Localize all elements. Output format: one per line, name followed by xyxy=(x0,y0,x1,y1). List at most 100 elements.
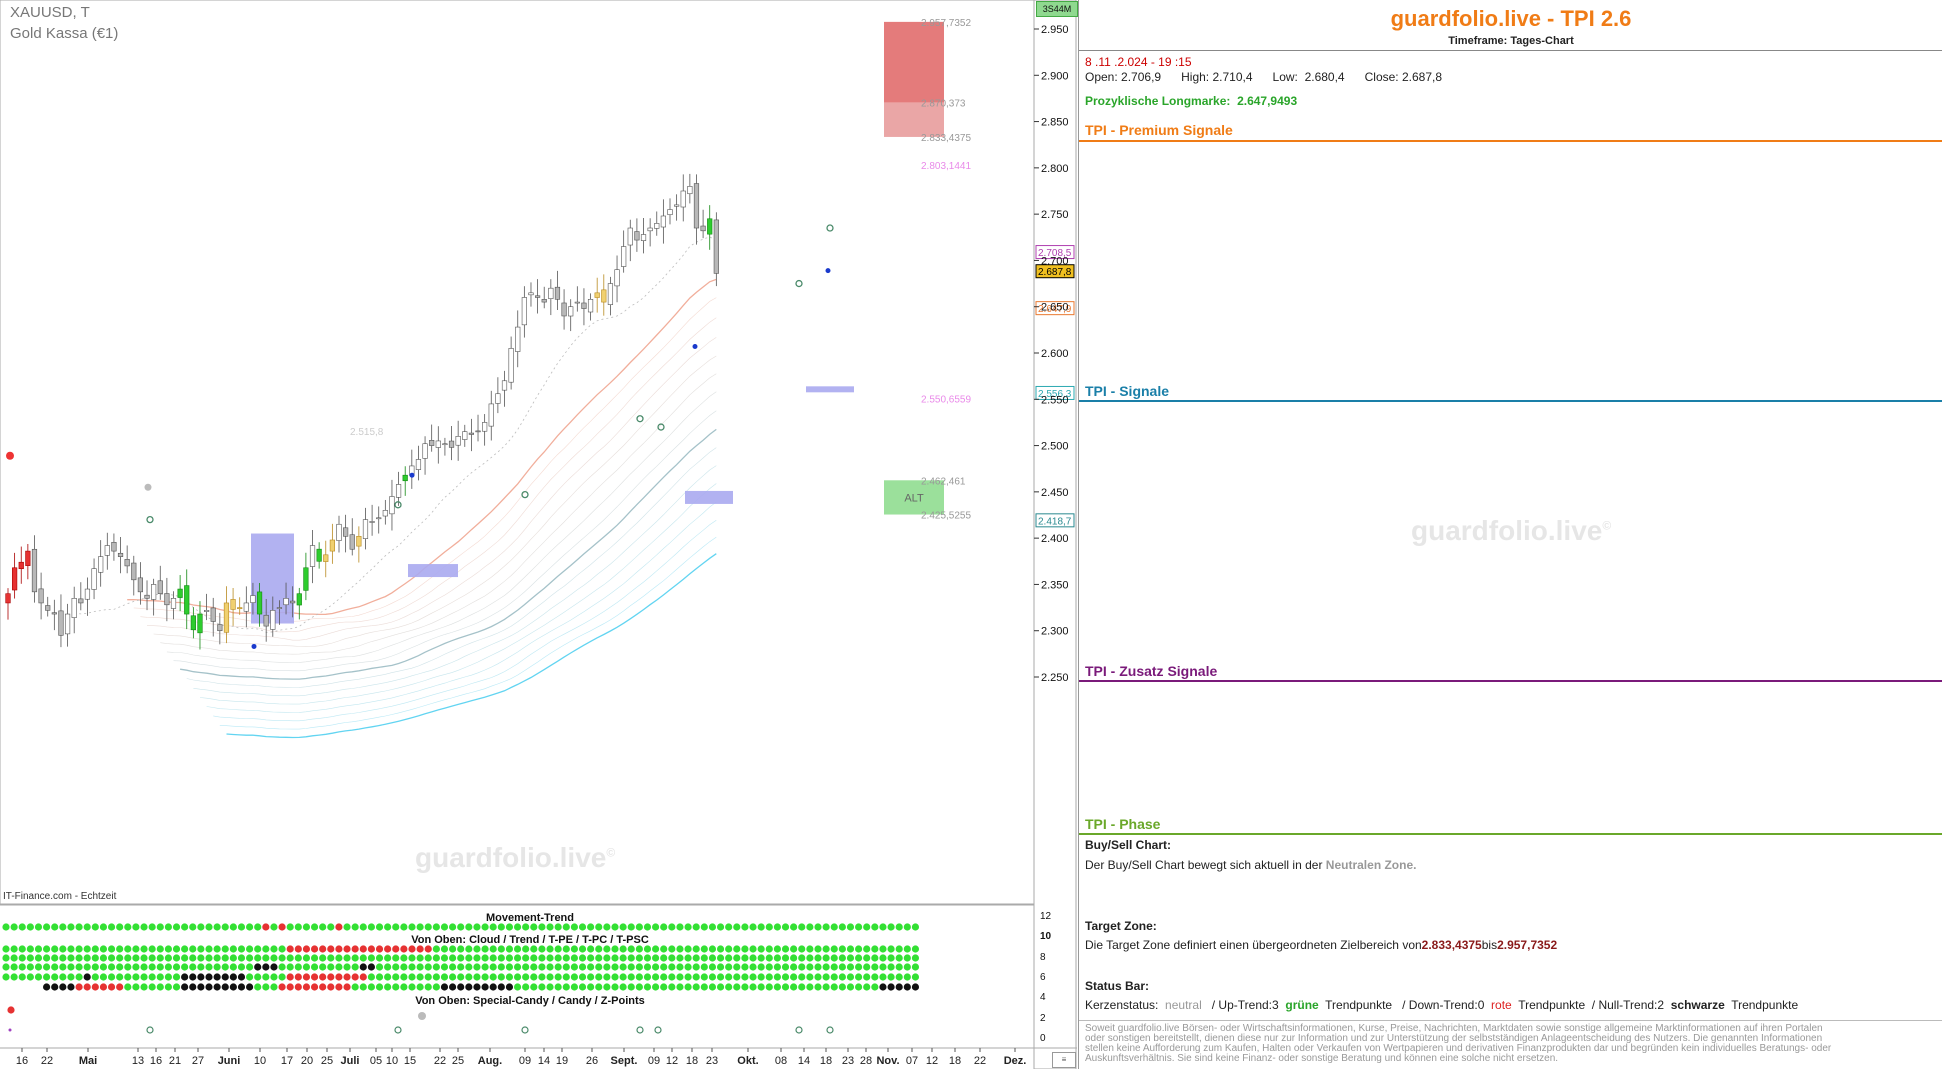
tpsc-dot xyxy=(822,983,830,991)
x-tick-label: Mai xyxy=(79,1055,97,1067)
trend-dot xyxy=(668,954,676,962)
chart-settings-icon[interactable]: ≡ xyxy=(1052,1052,1076,1068)
y-tick-label: 2.850 xyxy=(1041,117,1069,129)
tpsc-dot xyxy=(725,983,733,991)
tpc-dot xyxy=(700,973,708,981)
candle-body xyxy=(184,585,190,615)
candle-body xyxy=(574,301,580,304)
x-tick-label: 14 xyxy=(798,1055,810,1067)
tpsc-dot xyxy=(798,983,806,991)
cloud-dot xyxy=(903,945,911,953)
tpc-dot xyxy=(26,973,34,981)
candle-body xyxy=(45,605,51,611)
tpsc-dot xyxy=(863,983,871,991)
tpe-dot xyxy=(757,963,765,971)
tpc-dot xyxy=(911,973,920,981)
section-premium: TPI - Premium Signale xyxy=(1085,122,1233,138)
cloud-dot xyxy=(124,945,132,953)
candle-body xyxy=(621,246,627,267)
cloud-dot xyxy=(708,945,717,953)
cloud-dot xyxy=(327,945,335,953)
tpsc-dot xyxy=(34,983,43,991)
movement-dot xyxy=(895,923,903,931)
tpsc-dot xyxy=(270,983,278,991)
candle-body xyxy=(660,215,666,228)
tpe-dot xyxy=(107,963,116,971)
cloud-dot xyxy=(635,945,643,953)
tpc-dot xyxy=(408,973,416,981)
ma-band-line xyxy=(199,483,717,705)
tpc-dot xyxy=(343,973,351,981)
x-tick-label: 22 xyxy=(434,1055,446,1067)
tpc-dot xyxy=(140,973,148,981)
tpe-dot xyxy=(343,963,351,971)
tpe-dot xyxy=(132,963,140,971)
tpsc-dot xyxy=(627,983,635,991)
tpsc-dot xyxy=(310,983,319,991)
tpsc-dot xyxy=(262,983,270,991)
cloud-dot xyxy=(522,945,530,953)
candle-body xyxy=(237,607,243,610)
trend-dot xyxy=(781,954,790,962)
buysell-text: Der Buy/Sell Chart bewegt sich aktuell i… xyxy=(1085,858,1417,872)
tpsc-dot xyxy=(26,983,34,991)
tpe-dot xyxy=(262,963,270,971)
tpe-dot xyxy=(449,963,457,971)
x-tick-label: 21 xyxy=(169,1055,181,1067)
tpsc-dot xyxy=(611,983,619,991)
tpc-dot xyxy=(562,973,570,981)
tpsc-dot xyxy=(595,983,603,991)
tpc-dot xyxy=(440,973,449,981)
x-tick-label: 22 xyxy=(41,1055,53,1067)
candy-ring xyxy=(521,1026,529,1034)
tpe-dot xyxy=(99,963,108,971)
cloud-dot xyxy=(392,945,400,953)
tpsc-dot xyxy=(221,983,229,991)
tpsc-dot xyxy=(205,983,213,991)
trend-dot xyxy=(440,954,449,962)
tpc-dot xyxy=(554,973,562,981)
cloud-dot xyxy=(879,945,887,953)
trend-dot xyxy=(562,954,570,962)
trend-dot xyxy=(603,954,611,962)
trend-dot xyxy=(822,954,830,962)
tpsc-dot xyxy=(684,983,692,991)
tpsc-dot xyxy=(164,983,172,991)
trend-dot xyxy=(400,954,408,962)
tpe-dot xyxy=(432,963,440,971)
trend-dot xyxy=(725,954,733,962)
trend-dot xyxy=(911,954,920,962)
movement-dot xyxy=(822,923,830,931)
cloud-dot xyxy=(83,945,91,953)
ma-band-line xyxy=(186,447,717,688)
sub-tick-label: 4 xyxy=(1040,992,1046,1003)
tpc-dot xyxy=(449,973,457,981)
tpe-dot xyxy=(830,963,838,971)
level-label: 2.870,373 xyxy=(921,99,966,110)
tpc-dot xyxy=(416,973,424,981)
signal-ring xyxy=(521,490,529,499)
tpe-dot xyxy=(595,963,603,971)
cloud-dot xyxy=(562,945,570,953)
movement-dot xyxy=(375,923,384,931)
chart-area[interactable]: ALT 2.957,7352 2.870,373 2.833,4375 2.803,1… xyxy=(0,0,1078,1069)
movement-dot xyxy=(2,923,10,931)
cloud-dot xyxy=(781,945,790,953)
tpe-dot xyxy=(578,963,587,971)
candle-body xyxy=(508,348,514,383)
cloud-dot xyxy=(424,945,432,953)
cloud-dot xyxy=(408,945,416,953)
cloud-dot xyxy=(716,945,725,953)
trend-dot xyxy=(530,954,538,962)
tpc-dot xyxy=(676,973,684,981)
tpe-dot xyxy=(59,963,67,971)
tpe-dot xyxy=(408,963,416,971)
price-chart[interactable]: ALT 2.957,7352 2.870,373 2.833,4375 2.803,1… xyxy=(0,0,1077,1069)
tpsc-dot xyxy=(554,983,562,991)
sub-tick-label: 0 xyxy=(1040,1033,1046,1044)
tpe-dot xyxy=(716,963,725,971)
movement-dot xyxy=(513,923,522,931)
cloud-dot xyxy=(895,945,903,953)
tpc-dot xyxy=(400,973,408,981)
movement-dot xyxy=(351,923,359,931)
